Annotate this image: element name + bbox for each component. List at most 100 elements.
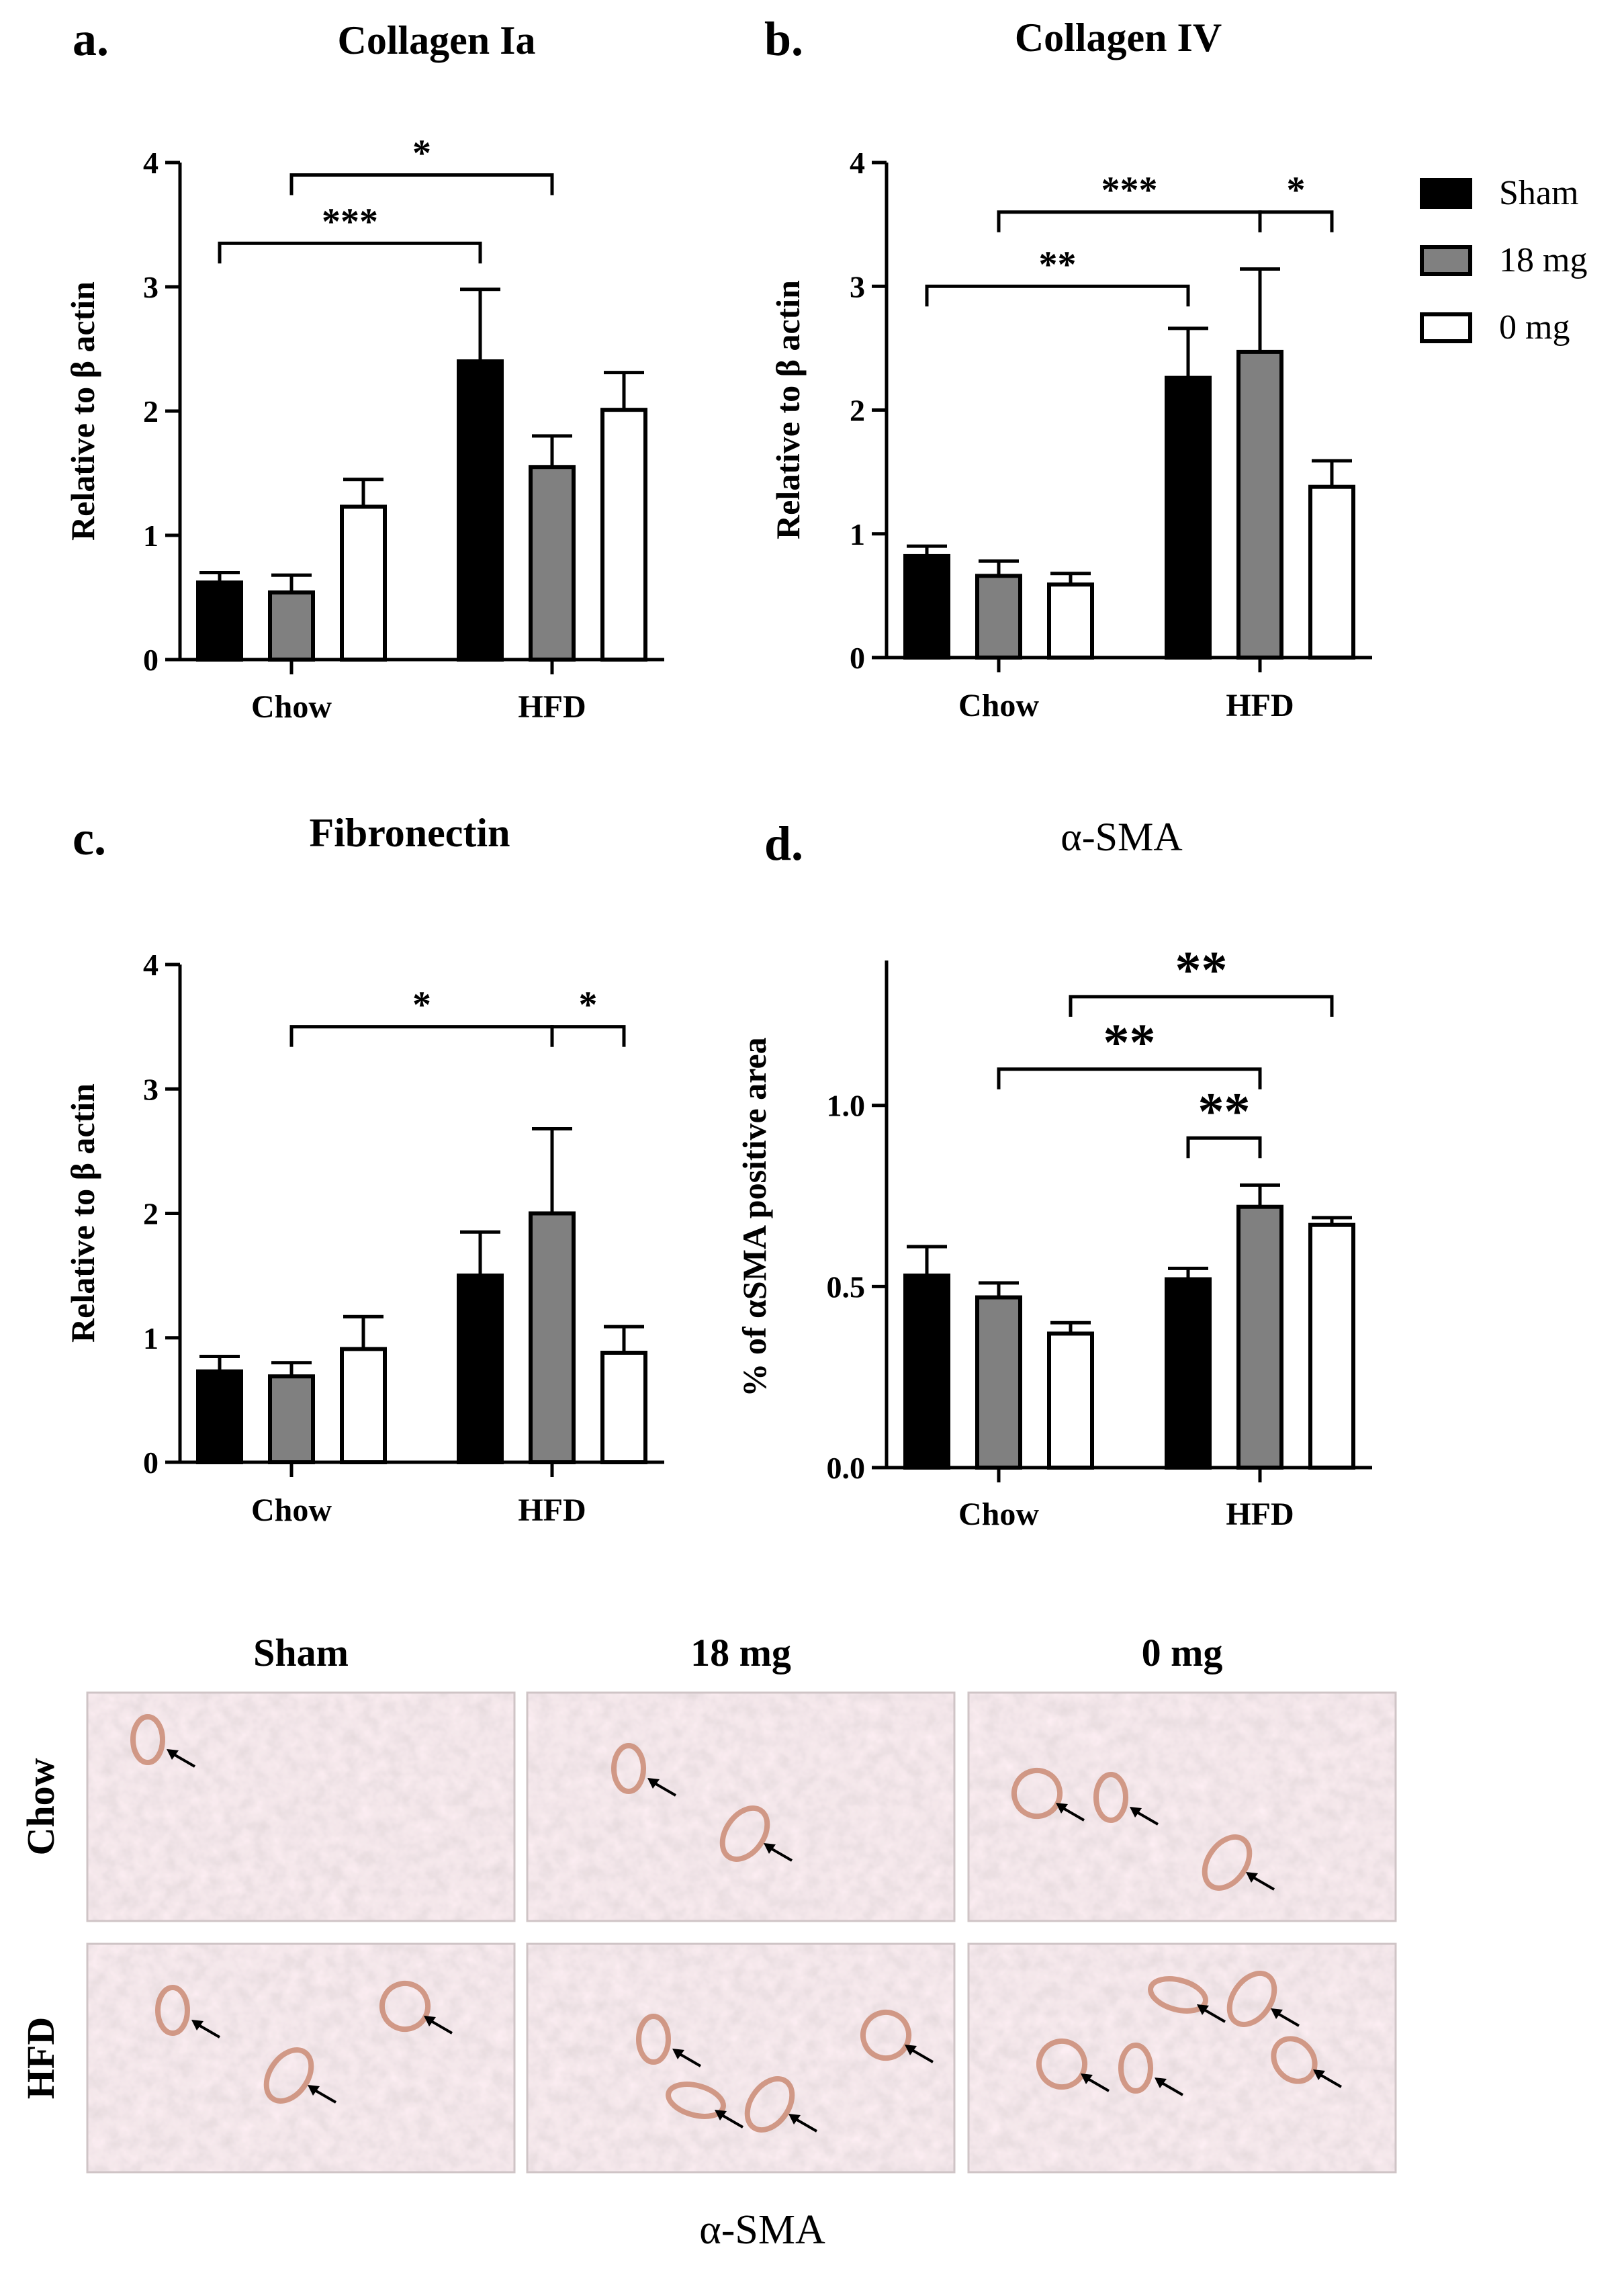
y-tick-label: 1 xyxy=(143,1321,159,1355)
y-tick-label: 1 xyxy=(143,519,159,553)
bar-0-mg xyxy=(1308,1222,1355,1470)
y-axis-label: Relative to β actin xyxy=(64,281,101,541)
legend-label: 18 mg xyxy=(1499,241,1587,279)
arrow-head-icon xyxy=(647,1778,660,1789)
micrograph-border xyxy=(526,1942,956,2174)
micrograph-panel: Sham 18 mg 0 mg Chow HFD α-SMA xyxy=(19,1631,1397,2253)
arrow-head-icon xyxy=(788,2114,801,2125)
micrograph-border xyxy=(967,1942,1397,2174)
stained-vessel xyxy=(1093,1772,1128,1823)
significance-label: * xyxy=(412,133,431,175)
y-tick-label: 1 xyxy=(850,517,865,551)
significance-bracket xyxy=(550,1025,626,1047)
stained-vessel xyxy=(1226,1971,1277,2027)
bar-18-mg xyxy=(1236,1204,1283,1470)
arrow-head-icon xyxy=(1056,1803,1068,1814)
row-label: Chow xyxy=(19,1758,62,1855)
category-label: Chow xyxy=(251,1492,332,1528)
bar-0-mg xyxy=(340,1347,387,1464)
micrograph-image xyxy=(967,1942,1397,2174)
arrow-head-icon xyxy=(167,1749,179,1760)
y-tick-label: 3 xyxy=(850,269,865,304)
bar-18-mg xyxy=(1236,349,1283,660)
legend-swatch xyxy=(1420,178,1472,209)
bar-18-mg xyxy=(268,590,315,662)
legend-label: Sham xyxy=(1499,174,1578,212)
panel-label: a. xyxy=(73,12,109,66)
y-axis-label: % of αSMA positive area xyxy=(735,1037,773,1396)
bar-0-mg xyxy=(600,408,647,662)
category-label: HFD xyxy=(1226,688,1294,723)
y-tick-label: 0 xyxy=(143,1445,159,1480)
legend-swatch xyxy=(1420,245,1472,276)
stained-vessel xyxy=(1036,2039,1087,2090)
arrow-head-icon xyxy=(1271,2008,1283,2019)
significance-label: *** xyxy=(322,201,378,242)
y-tick-label: 0 xyxy=(850,641,865,675)
micrograph-border xyxy=(86,1691,516,1922)
bar-sham xyxy=(1165,1277,1212,1470)
arrow-head-icon xyxy=(1246,1872,1258,1883)
significance-label: ** xyxy=(1175,940,1228,999)
y-tick-label: 1.0 xyxy=(827,1089,866,1123)
column-label: Sham xyxy=(253,1631,349,1674)
bar-sham xyxy=(1165,375,1212,660)
micrograph-image xyxy=(86,1942,516,2174)
bar-0-mg xyxy=(600,1350,647,1464)
micrograph-border xyxy=(967,1691,1397,1922)
significance-bracket xyxy=(1186,1136,1262,1159)
category-label: Chow xyxy=(958,688,1039,723)
y-tick-label: 4 xyxy=(143,948,159,982)
arrow-head-icon xyxy=(764,1843,776,1854)
significance-label: *** xyxy=(1101,170,1158,212)
y-axis-label: Relative to β actin xyxy=(769,280,807,539)
micrograph-texture xyxy=(87,1944,514,2172)
bar-18-mg xyxy=(975,1295,1022,1470)
arrow-head-icon xyxy=(1081,2073,1093,2084)
y-tick-label: 3 xyxy=(143,1072,159,1106)
significance-bracket xyxy=(1258,210,1334,232)
y-tick-label: 2 xyxy=(143,1197,159,1231)
y-tick-label: 4 xyxy=(850,146,865,180)
arrow-head-icon xyxy=(715,2110,727,2120)
micrograph-image xyxy=(526,1942,956,2174)
category-label: Chow xyxy=(251,689,332,725)
category-label: HFD xyxy=(1226,1496,1294,1532)
bar-sham xyxy=(903,1273,950,1470)
chart-title: Fibronectin xyxy=(310,811,510,855)
significance-bracket xyxy=(289,1025,554,1047)
bar-18-mg xyxy=(975,574,1022,660)
arrow-head-icon xyxy=(1155,2077,1167,2088)
chart-panel-c: 0 1 2 3 4 Chow HFD * * c. Fibronectin Relative to β… xyxy=(64,811,664,1528)
panel-label: b. xyxy=(764,12,803,66)
significance-label: * xyxy=(1287,170,1306,212)
stained-vessel xyxy=(263,2047,314,2104)
stained-vessel xyxy=(1148,1976,1208,2014)
micrograph-texture xyxy=(527,1693,954,1921)
micrograph-image xyxy=(86,1691,516,1922)
stained-vessel xyxy=(611,1743,646,1794)
stained-vessel xyxy=(1271,2036,1318,2084)
significance-bracket xyxy=(997,1067,1262,1089)
stained-vessel xyxy=(744,2076,795,2133)
significance-label: * xyxy=(579,985,598,1026)
chart-panel-d: 0.0 0.5 1.0 Chow HFD ** ** ** d. α-SMA % of αSMA p… xyxy=(735,815,1372,1532)
legend-swatch xyxy=(1420,312,1472,343)
significance-label: ** xyxy=(1039,244,1077,285)
bar-18-mg xyxy=(529,465,576,662)
stained-vessel xyxy=(379,1981,431,2032)
column-label: 0 mg xyxy=(1142,1631,1223,1674)
stained-vessel xyxy=(1118,2043,1153,2094)
column-label: 18 mg xyxy=(690,1631,791,1674)
significance-bracket xyxy=(997,210,1262,232)
y-tick-label: 2 xyxy=(143,394,159,429)
arrow-head-icon xyxy=(672,2049,684,2059)
chart-title: Collagen IV xyxy=(1015,15,1222,60)
bar-sham xyxy=(457,359,504,662)
arrow-head-icon xyxy=(1197,2004,1209,2015)
significance-label: * xyxy=(412,985,431,1026)
significance-bracket xyxy=(218,241,482,264)
